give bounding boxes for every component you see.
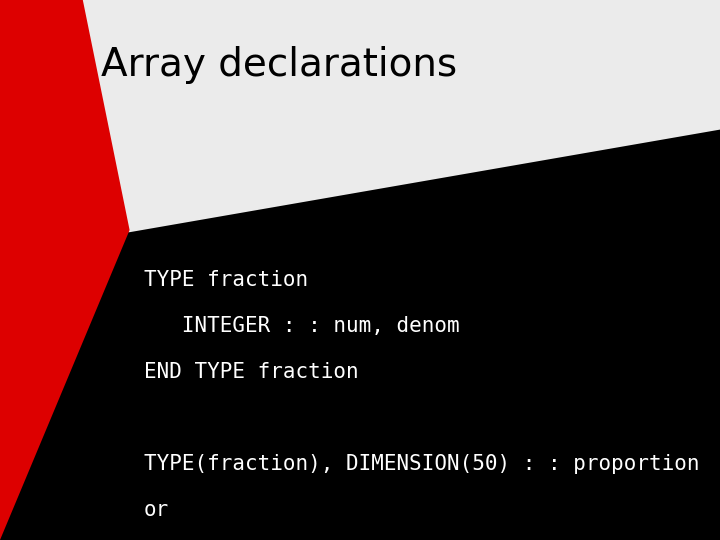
- Text: INTEGER : : num, denom: INTEGER : : num, denom: [144, 316, 459, 336]
- Text: END TYPE fraction: END TYPE fraction: [144, 362, 359, 382]
- Text: Array declarations: Array declarations: [101, 46, 457, 84]
- Polygon shape: [0, 0, 130, 540]
- Text: or: or: [144, 500, 169, 519]
- Polygon shape: [0, 0, 720, 232]
- Text: TYPE(fraction), DIMENSION(50) : : proportion: TYPE(fraction), DIMENSION(50) : : propor…: [144, 454, 700, 474]
- Text: TYPE fraction: TYPE fraction: [144, 270, 308, 290]
